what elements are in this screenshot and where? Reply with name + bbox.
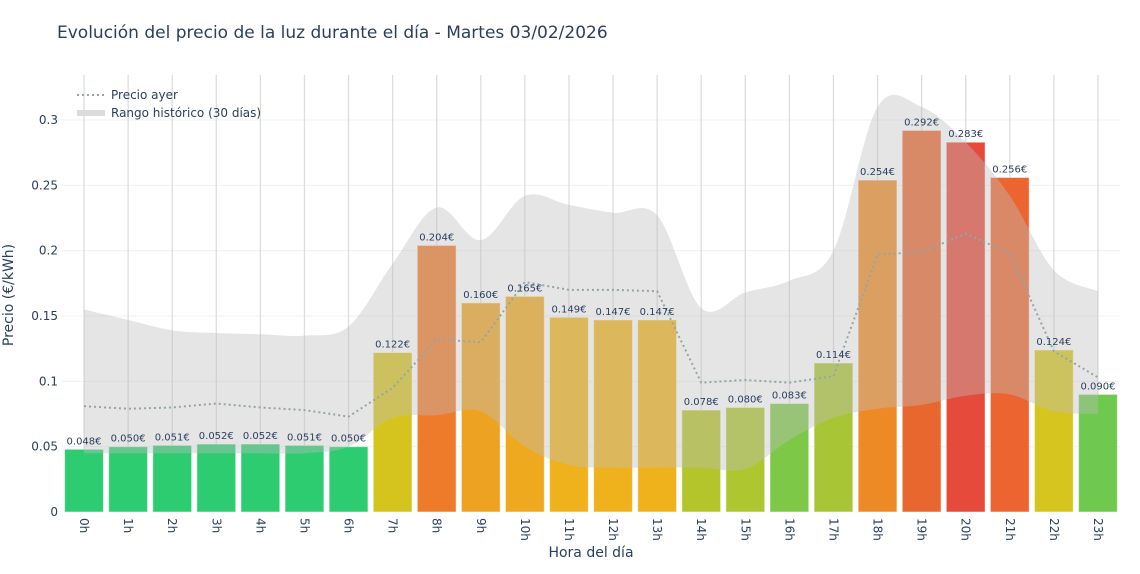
bar-value-label: 0.256€ bbox=[992, 164, 1027, 175]
x-tick-label: 3h bbox=[209, 518, 223, 533]
x-tick-label: 17h bbox=[826, 518, 840, 541]
chart-title: Evolución del precio de la luz durante e… bbox=[57, 23, 608, 43]
bar-value-label: 0.122€ bbox=[375, 340, 410, 351]
x-tick-label: 4h bbox=[253, 518, 267, 533]
y-tick-label: 0.25 bbox=[31, 178, 58, 192]
yesterday-price-line bbox=[83, 232, 1099, 418]
bar-value-label: 0.051€ bbox=[287, 432, 322, 443]
y-tick-label: 0.1 bbox=[39, 374, 58, 388]
bar-2h bbox=[152, 444, 193, 513]
bar-value-label: 0.083€ bbox=[772, 391, 807, 402]
x-tick-label: 9h bbox=[474, 518, 488, 533]
bar-5h bbox=[284, 444, 325, 513]
bar-6h bbox=[328, 446, 369, 513]
x-tick-label: 13h bbox=[650, 518, 664, 541]
bar-value-label: 0.052€ bbox=[243, 431, 278, 442]
bar-14h bbox=[681, 409, 722, 513]
legend-range[interactable]: Rango histórico (30 días) bbox=[111, 106, 261, 120]
bar-value-label: 0.048€ bbox=[67, 436, 102, 447]
x-tick-label: 10h bbox=[518, 518, 532, 541]
y-axis-title: Precio (€/kWh) bbox=[1, 244, 17, 346]
historical-range-area bbox=[84, 94, 1098, 471]
bar-labels: 0.048€ 0.050€ 0.051€ 0.052€ 0.052€ 0.051€ 0.05… bbox=[67, 117, 1116, 447]
x-tick-label: 23h bbox=[1091, 518, 1105, 541]
bar-12h bbox=[593, 319, 633, 513]
y-tick-label: 0.3 bbox=[39, 113, 58, 127]
legend-band-swatch bbox=[77, 110, 105, 116]
legend[interactable]: Precio ayer Rango histórico (30 días) bbox=[77, 88, 261, 120]
bar-1h bbox=[108, 446, 149, 513]
legend-yesterday[interactable]: Precio ayer bbox=[111, 88, 178, 102]
bar-value-label: 0.124€ bbox=[1036, 337, 1071, 348]
bar-11h bbox=[549, 316, 589, 513]
bar-23h bbox=[1078, 393, 1118, 513]
x-tick-label: 18h bbox=[871, 518, 885, 541]
bar-value-label: 0.254€ bbox=[860, 167, 895, 178]
bar-value-label: 0.114€ bbox=[816, 350, 851, 361]
bar-value-label: 0.165€ bbox=[507, 283, 542, 294]
bar-4h bbox=[240, 443, 281, 513]
bar-21h bbox=[989, 176, 1030, 513]
bar-17h bbox=[813, 362, 854, 513]
bar-value-label: 0.149€ bbox=[551, 304, 586, 315]
bar-value-label: 0.050€ bbox=[111, 434, 146, 445]
bar-8h bbox=[416, 244, 457, 513]
bar-16h bbox=[769, 403, 810, 513]
y-tick-label: 0.05 bbox=[31, 440, 58, 454]
x-tick-label: 20h bbox=[959, 518, 973, 541]
x-tick-label: 21h bbox=[1003, 518, 1017, 541]
x-tick-label: 15h bbox=[738, 518, 752, 541]
x-tick-label: 16h bbox=[782, 518, 796, 541]
x-tick-label: 1h bbox=[121, 518, 135, 533]
bar-7h bbox=[372, 352, 413, 513]
bar-10h bbox=[504, 295, 545, 513]
y-tick-label: 0.2 bbox=[39, 244, 58, 258]
x-tick-label: 7h bbox=[386, 518, 400, 533]
bar-3h bbox=[196, 443, 237, 513]
bar-value-label: 0.090€ bbox=[1080, 381, 1115, 392]
bar-value-label: 0.283€ bbox=[948, 129, 983, 140]
bar-0h bbox=[64, 448, 104, 513]
bar-15h bbox=[725, 406, 766, 513]
bar-20h bbox=[945, 141, 986, 513]
x-tick-label: 14h bbox=[694, 518, 708, 541]
historical-range-band bbox=[84, 94, 1098, 471]
x-tick-label: 0h bbox=[77, 518, 91, 533]
axes: 0 0.05 0.1 0.15 0.2 0.25 0.3 0h 1h 2h 3h 4h 5h 6h 7h 8h… bbox=[31, 113, 1105, 541]
yesterday-price-polyline bbox=[83, 232, 1099, 418]
bar-13h bbox=[637, 319, 678, 513]
bar-value-label: 0.051€ bbox=[155, 432, 190, 443]
bar-value-label: 0.078€ bbox=[684, 397, 719, 408]
bar-value-label: 0.052€ bbox=[199, 431, 234, 442]
x-tick-label: 11h bbox=[562, 518, 576, 541]
bar-value-label: 0.147€ bbox=[640, 307, 675, 318]
x-tick-label: 19h bbox=[915, 518, 929, 541]
bars bbox=[64, 129, 1118, 513]
x-axis-title: Hora del día bbox=[548, 545, 633, 561]
bar-value-label: 0.160€ bbox=[463, 290, 498, 301]
y-tick-label: 0 bbox=[50, 505, 58, 519]
x-tick-label: 2h bbox=[165, 518, 179, 533]
bar-9h bbox=[460, 302, 501, 513]
x-tick-label: 6h bbox=[342, 518, 356, 533]
bar-value-label: 0.292€ bbox=[904, 117, 939, 128]
x-tick-label: 5h bbox=[297, 518, 311, 533]
bar-19h bbox=[901, 129, 942, 513]
bar-18h bbox=[857, 179, 898, 513]
bar-value-label: 0.204€ bbox=[419, 232, 454, 243]
x-tick-label: 12h bbox=[606, 518, 620, 541]
x-tick-label: 22h bbox=[1047, 518, 1061, 541]
bar-value-label: 0.147€ bbox=[596, 307, 631, 318]
bar-value-label: 0.080€ bbox=[728, 394, 763, 405]
x-tick-label: 8h bbox=[430, 518, 444, 533]
bar-value-label: 0.050€ bbox=[331, 434, 366, 445]
y-tick-label: 0.15 bbox=[31, 309, 58, 323]
